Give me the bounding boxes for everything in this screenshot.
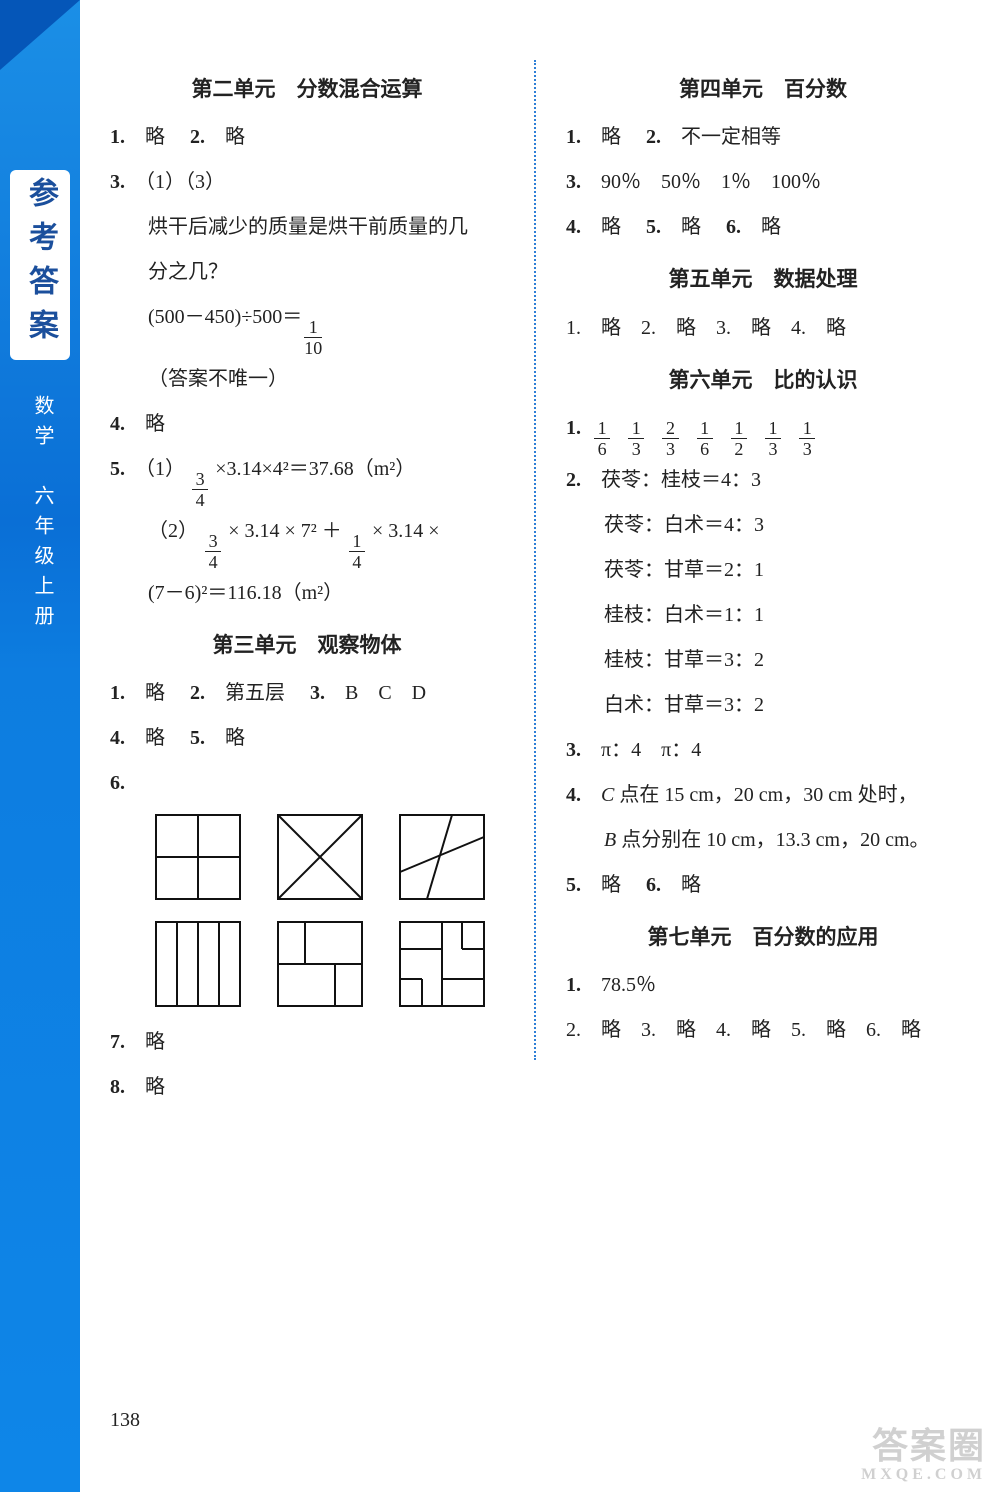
u2-q3-l2: 分之几？ bbox=[110, 250, 504, 295]
u6-q2-l2: 茯苓：白术＝4：3 bbox=[566, 503, 960, 548]
fraction: 16 bbox=[594, 419, 610, 458]
u6-q3: 3. π：4 π：4 bbox=[566, 728, 960, 773]
u2-q3-head: 3. （1）（3） bbox=[110, 160, 504, 205]
sidebar-triangle bbox=[0, 0, 80, 70]
shape-vbars bbox=[148, 919, 248, 1009]
u4-q1q2: 1. 略 2. 不一定相等 bbox=[566, 115, 960, 160]
u2-q5-2-l1: （2） 34 × 3.14 × 7² ＋ 14 × 3.14 × bbox=[110, 509, 504, 571]
unit2-title: 第二单元 分数混合运算 bbox=[110, 66, 504, 113]
u2-q2: 略 bbox=[225, 126, 245, 148]
page-content: 第二单元 分数混合运算 1. 略 2. 略 3. （1）（3） 烘干后减少的质量… bbox=[110, 60, 960, 1110]
u5-line: 1. 略 2. 略 3. 略 4. 略 bbox=[566, 306, 960, 351]
u2-q5-1-frac: 34 bbox=[192, 470, 208, 509]
unit6-title: 第六单元 比的认识 bbox=[566, 357, 960, 404]
u2-q1: 略 bbox=[145, 126, 165, 148]
left-column: 第二单元 分数混合运算 1. 略 2. 略 3. （1）（3） 烘干后减少的质量… bbox=[110, 60, 504, 1110]
sidebar-subtitle: 数学 六年级上册 bbox=[28, 395, 57, 635]
u7-q1: 1. 78.5％ bbox=[566, 963, 960, 1008]
shape-skew bbox=[392, 812, 492, 902]
u3-q7: 7. 略 bbox=[110, 1020, 504, 1065]
u2-q1q2: 1. 略 2. 略 bbox=[110, 115, 504, 160]
u2-q3-frac: 110 bbox=[304, 318, 322, 357]
u2-q3-l1: 烘干后减少的质量是烘干前质量的几 bbox=[110, 205, 504, 250]
unit5-title: 第五单元 数据处理 bbox=[566, 256, 960, 303]
u3-q6-shapes bbox=[110, 812, 504, 1014]
u6-q4-l2: B 点分别在 10 cm，13.3 cm，20 cm。 bbox=[566, 818, 960, 863]
page-number: 138 bbox=[110, 1409, 140, 1432]
shape-cross bbox=[270, 812, 370, 902]
sidebar: 参考答案 数学 六年级上册 bbox=[0, 0, 80, 1492]
u3-q1q2q3: 1. 略 2. 第五层 3. B C D bbox=[110, 671, 504, 716]
u2-q3-expr-left: (500－450)÷500＝ bbox=[148, 306, 302, 328]
u2-q3-parts: （1）（3） bbox=[145, 171, 225, 193]
u2-q3-note: （答案不唯一） bbox=[110, 357, 504, 402]
watermark-sub: MXQE.COM bbox=[861, 1466, 986, 1484]
watermark-main: 答案圈 bbox=[872, 1426, 986, 1466]
unit7-title: 第七单元 百分数的应用 bbox=[566, 914, 960, 961]
unit4-title: 第四单元 百分数 bbox=[566, 66, 960, 113]
sidebar-title: 参考答案 bbox=[18, 177, 62, 353]
u6-q2-l3: 茯苓：甘草＝2：1 bbox=[566, 548, 960, 593]
u6-q1: 1. 16132316121313 bbox=[566, 406, 960, 458]
u3-q8: 8. 略 bbox=[110, 1065, 504, 1110]
fraction: 13 bbox=[628, 419, 644, 458]
shape-rot bbox=[392, 919, 492, 1009]
fraction: 16 bbox=[697, 419, 713, 458]
shape-t bbox=[270, 919, 370, 1009]
u2-q4: 4. 略 bbox=[110, 402, 504, 447]
u4-q3: 3. 90％ 50％ 1％ 100％ bbox=[566, 160, 960, 205]
u4-q456: 4. 略 5. 略 6. 略 bbox=[566, 205, 960, 250]
u6-q2-l4: 桂枝：白术＝1：1 bbox=[566, 593, 960, 638]
watermark: 答案圈 MXQE.COM bbox=[861, 1427, 986, 1484]
u6-q2-first: 2. 茯苓：桂枝＝4：3 bbox=[566, 458, 960, 503]
fraction: 23 bbox=[662, 419, 678, 458]
u2-q3-expr: (500－450)÷500＝110 bbox=[110, 295, 504, 357]
u6-q5q6: 5. 略 6. 略 bbox=[566, 863, 960, 908]
unit3-title: 第三单元 观察物体 bbox=[110, 622, 504, 669]
u6-q2-l5: 桂枝：甘草＝3：2 bbox=[566, 638, 960, 683]
fraction: 13 bbox=[765, 419, 781, 458]
u2-q5-1: 5. （1） 34 ×3.14×4²＝37.68（m²） bbox=[110, 447, 504, 509]
u2-q5-2-l2: (7－6)²＝116.18（m²） bbox=[110, 571, 504, 616]
sidebar-title-box: 参考答案 bbox=[10, 170, 70, 360]
column-divider bbox=[534, 60, 536, 1060]
fraction: 12 bbox=[731, 419, 747, 458]
shape-plus bbox=[148, 812, 248, 902]
u6-q4-l1: 4. C C 点在 15 cm，20 cm，30 cm 处时，点在 15 cm，… bbox=[566, 773, 960, 818]
u6-q2-l6: 白术：甘草＝3：2 bbox=[566, 683, 960, 728]
u3-q6-label: 6. bbox=[110, 761, 504, 806]
fraction: 13 bbox=[799, 419, 815, 458]
u7-rest: 2. 略 3. 略 4. 略 5. 略 6. 略 bbox=[566, 1008, 960, 1053]
u3-q4q5: 4. 略 5. 略 bbox=[110, 716, 504, 761]
right-column: 第四单元 百分数 1. 略 2. 不一定相等 3. 90％ 50％ 1％ 100… bbox=[566, 60, 960, 1110]
